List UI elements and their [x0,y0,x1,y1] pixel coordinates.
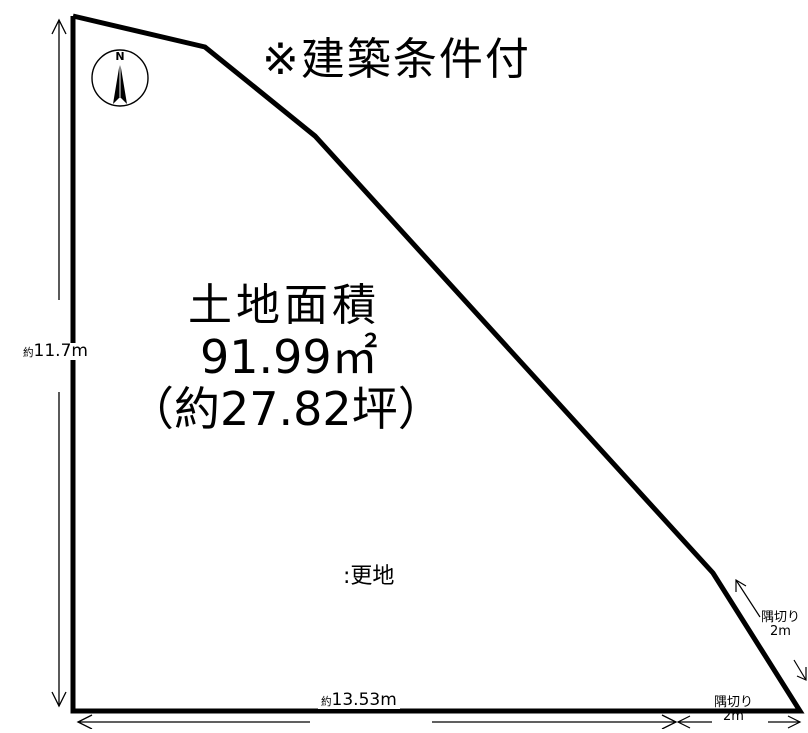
building-condition-note: ※建築条件付 [262,34,531,85]
lot-boundary [70,13,805,714]
left-dimension-prefix: 約 [23,347,34,359]
left-dimension-value: 11.7m [33,341,88,361]
corner-cut-bottom-text: 隅切り [714,695,754,710]
north-arrow-icon: N [91,49,149,107]
left-dimension-label: 約11.7m [20,343,91,360]
corner-cut-right-label: 隅切り 2m [761,611,800,638]
bottom-dimension-value: 13.53m [331,690,397,710]
land-area-sqm: 91.99㎡ [200,330,378,384]
corner-cut-right-value: 2m [770,623,791,639]
corner-cut-bottom-label: 隅切り 2m [714,696,753,723]
corner-cut-bottom-value: 2m [723,708,744,724]
corner-cut-bottom-dimension [676,715,802,729]
corner-cut-right-text: 隅切り [761,610,801,625]
left-dimension-line [51,18,67,708]
bottom-dimension-line [76,714,678,730]
lot-status: :更地 [343,564,395,589]
bottom-dimension-prefix: 約 [321,696,332,708]
compass-north-label: N [115,50,124,63]
land-area-title: 土地面積 [188,280,380,331]
bottom-dimension-label: 約13.53m [318,692,400,709]
corner-cut-diagonal-dimension [735,578,807,681]
land-area-tsubo: （約27.82坪） [128,382,444,436]
